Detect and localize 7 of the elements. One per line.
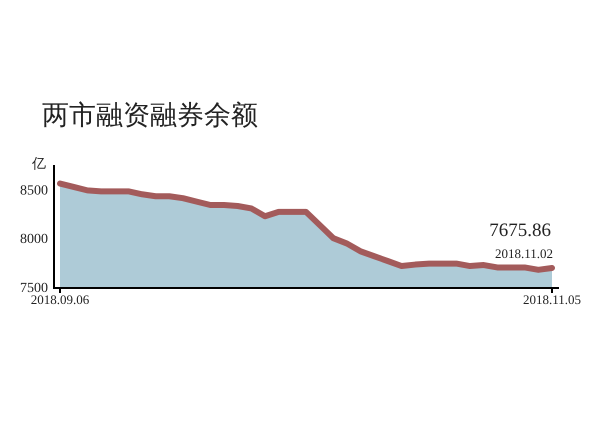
annotation: 2018.11.02: [494, 246, 553, 261]
y-tick-label: 8000: [20, 232, 48, 248]
annotation: 7675.86: [489, 220, 551, 241]
y-tick-label: 8500: [20, 183, 48, 198]
title: 两市融资融券余额: [42, 100, 258, 131]
x-tick-label: 2018.11.05: [522, 292, 582, 307]
y-axis-title: 亿: [31, 156, 46, 172]
